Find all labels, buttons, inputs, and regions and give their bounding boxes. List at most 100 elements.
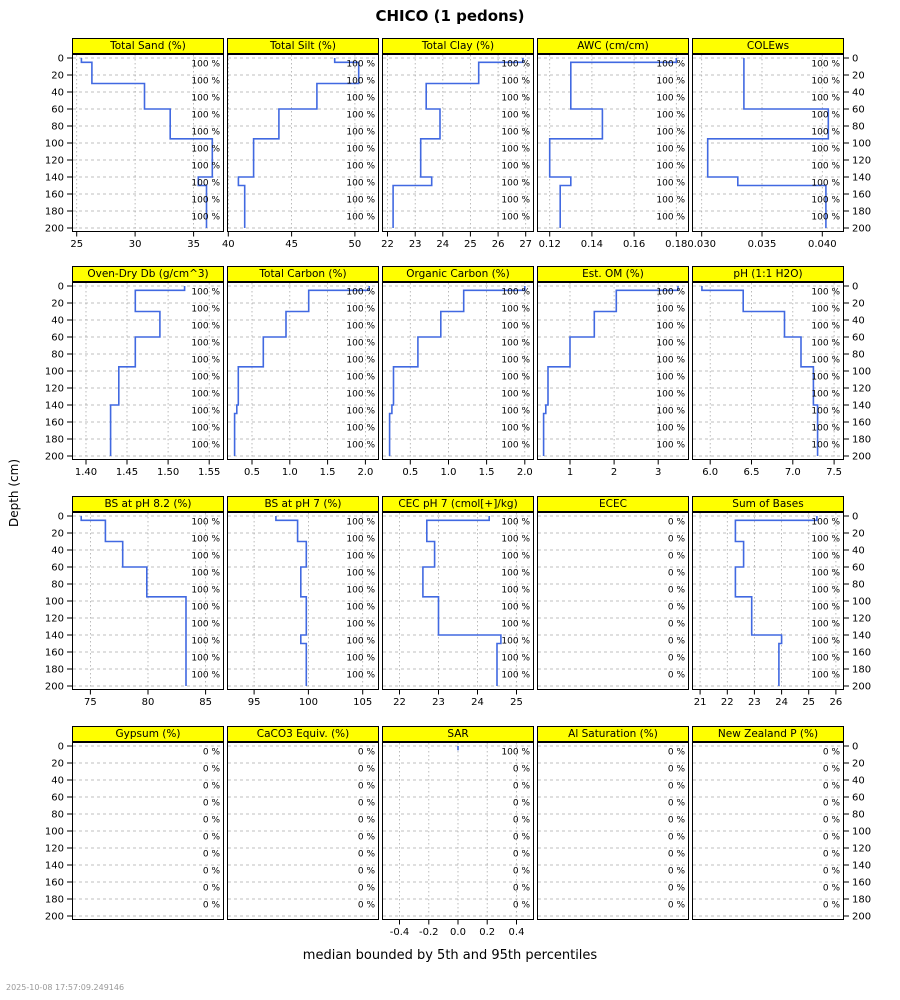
depth-tick-label: 180 <box>45 895 64 906</box>
pct-label: 100 % <box>191 441 220 451</box>
x-axis-labels-ph-1-1-h2o: 6.0 6.5 7.0 7.5 <box>692 467 844 479</box>
depth-tick-label: 80 <box>51 350 64 361</box>
pct-label: 100 % <box>501 748 530 758</box>
contributing-fraction-labels: 0 % 0 % 0 % 0 % 0 % 0 % 0 % 0 % 0 % 0 % <box>823 748 841 911</box>
pct-label: 100 % <box>656 339 685 349</box>
pct-label: 0 % <box>358 816 376 826</box>
x-tick-label: 40 <box>221 239 235 250</box>
depth-tick-label: 100 <box>45 367 64 378</box>
panel-grid <box>693 745 843 917</box>
pct-label: 100 % <box>346 356 375 366</box>
pct-label: 0 % <box>668 748 686 758</box>
pct-label: 100 % <box>811 586 840 596</box>
panel-plot-new-zealand-p: 0 % 0 % 0 % 0 % 0 % 0 % 0 % 0 % 0 % 0 % <box>692 742 844 920</box>
depth-tick-label: 140 <box>852 861 871 872</box>
x-tick-label: 0.18 <box>665 239 688 250</box>
pct-label: 0 % <box>358 901 376 911</box>
pct-label: 100 % <box>191 586 220 596</box>
contributing-fraction-labels: 100 % 100 % 100 % 100 % 100 % 100 % 100 % 100 %… <box>656 60 685 223</box>
x-tick-label: 2 <box>610 467 618 478</box>
x-axis-labels-oven-dry-db-g-cm-3: 1.40 1.45 1.50 1.55 <box>72 467 224 479</box>
panel-strip-awc-cm-cm: AWC (cm/cm) <box>537 38 689 54</box>
median-step-line <box>734 516 818 686</box>
contributing-fraction-labels: 100 % 100 % 100 % 100 % 100 % 100 % 100 % 100 %… <box>191 60 220 223</box>
depth-tick-label: 120 <box>45 156 64 167</box>
panel-grid <box>228 513 378 689</box>
pct-label: 0 % <box>668 671 686 681</box>
pct-label: 0 % <box>203 799 221 809</box>
depth-tick-label: 140 <box>852 401 871 412</box>
pct-label: 0 % <box>823 850 841 860</box>
x-tick-label: 1.45 <box>115 467 139 478</box>
pct-label: 100 % <box>811 373 840 383</box>
x-tick-label: 21 <box>693 697 707 708</box>
pct-label: 100 % <box>191 535 220 545</box>
x-tick-label: 1.0 <box>440 467 457 478</box>
pct-label: 100 % <box>811 407 840 417</box>
pct-label: 0 % <box>823 833 841 843</box>
contributing-fraction-labels: 100 % 100 % 100 % 100 % 100 % 100 % 100 % 100 %… <box>501 518 530 681</box>
x-axis-ticks <box>89 689 207 695</box>
x-axis-labels-sum-of-bases: 21 22 23 24 25 26 <box>692 697 844 709</box>
pct-label: 100 % <box>501 586 530 596</box>
pct-label: 100 % <box>346 603 375 613</box>
depth-tick-label: 100 <box>852 139 871 150</box>
pct-label: 100 % <box>501 339 530 349</box>
panel-plot-al-saturation: 0 % 0 % 0 % 0 % 0 % 0 % 0 % 0 % 0 % 0 % <box>537 742 689 920</box>
pct-label: 100 % <box>656 111 685 121</box>
pct-label: 100 % <box>501 373 530 383</box>
pct-label: 100 % <box>191 179 220 189</box>
panel-strip-total-clay: Total Clay (%) <box>382 38 534 54</box>
pct-label: 100 % <box>811 620 840 630</box>
depth-tick-label: 80 <box>852 810 865 821</box>
pct-label: 100 % <box>656 196 685 206</box>
contributing-fraction-labels: 0 % 0 % 0 % 0 % 0 % 0 % 0 % 0 % 0 % 0 % <box>203 748 221 911</box>
x-tick-label: 6.5 <box>743 467 760 478</box>
pct-label: 100 % <box>191 603 220 613</box>
x-tick-label: 105 <box>353 697 373 708</box>
pct-label: 100 % <box>501 145 530 155</box>
pct-label: 0 % <box>668 603 686 613</box>
x-tick-label: 25 <box>464 239 477 250</box>
pct-label: 100 % <box>191 77 220 87</box>
pct-label: 100 % <box>656 213 685 223</box>
pct-label: 100 % <box>656 441 685 451</box>
x-tick-label: 0.040 <box>807 239 837 250</box>
pct-label: 0 % <box>668 654 686 664</box>
panel-border <box>227 742 379 920</box>
x-tick-label: 0.12 <box>538 239 561 250</box>
panel-plot-organic-carbon: 100 % 100 % 100 % 100 % 100 % 100 % 100 % 100 %… <box>382 282 534 465</box>
x-tick-label: 22 <box>720 697 734 708</box>
depth-tick-label: 20 <box>51 529 64 540</box>
pct-label: 0 % <box>668 620 686 630</box>
x-tick-label: 24 <box>471 697 484 708</box>
pct-label: 100 % <box>346 654 375 664</box>
contributing-fraction-labels: 0 % 0 % 0 % 0 % 0 % 0 % 0 % 0 % 0 % 0 % <box>358 748 376 911</box>
pct-label: 0 % <box>668 850 686 860</box>
pct-label: 100 % <box>501 322 530 332</box>
x-tick-label: 22 <box>381 239 394 250</box>
pct-label: 0 % <box>203 850 221 860</box>
pct-label: 0 % <box>513 850 531 860</box>
pct-label: 100 % <box>501 77 530 87</box>
pct-label: 100 % <box>501 654 530 664</box>
x-tick-label: 0.5 <box>402 467 419 478</box>
pct-label: 100 % <box>346 196 375 206</box>
panel-border <box>537 282 689 460</box>
x-tick-label: 1.5 <box>319 467 336 478</box>
x-tick-label: 7.0 <box>784 467 801 478</box>
pct-label: 100 % <box>191 552 220 562</box>
depth-tick-label: 160 <box>852 190 871 201</box>
x-axis-ticks <box>251 459 366 465</box>
pct-label: 100 % <box>501 60 530 70</box>
x-axis-labels-total-sand: 25 30 35 <box>70 239 224 251</box>
panel-grid <box>73 745 223 917</box>
x-tick-label: 26 <box>491 239 505 250</box>
pct-label: 100 % <box>501 356 530 366</box>
pct-label: 100 % <box>191 373 220 383</box>
pct-label: 100 % <box>811 518 840 528</box>
pct-label: 100 % <box>501 305 530 315</box>
x-axis-ticks <box>399 919 517 925</box>
depth-axis-left: 0 20 40 60 80 100 120 140 160 180 200 <box>45 54 72 235</box>
